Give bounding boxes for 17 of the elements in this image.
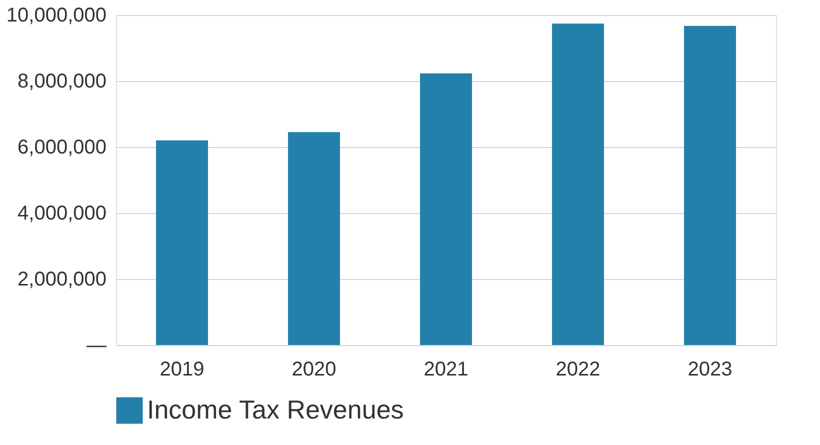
- y-tick-label: 8,000,000: [18, 70, 106, 92]
- legend-label: Income Tax Revenues: [147, 394, 404, 424]
- bar: [156, 140, 208, 345]
- bar: [552, 24, 604, 345]
- y-tick-label: 2,000,000: [18, 268, 106, 290]
- y-tick-label: —: [86, 334, 106, 356]
- x-tick-label: 2022: [556, 358, 600, 380]
- bar: [420, 73, 472, 345]
- x-tick-label: 2019: [160, 358, 204, 380]
- y-tick-label: 4,000,000: [18, 202, 106, 224]
- y-tick-label: 6,000,000: [18, 136, 106, 158]
- x-tick-label: 2021: [424, 358, 468, 380]
- y-tick-label: 10,000,000: [6, 4, 106, 26]
- x-tick-label: 2020: [292, 358, 336, 380]
- x-tick-label: 2023: [688, 358, 732, 380]
- bar: [288, 132, 340, 345]
- bar: [684, 26, 736, 345]
